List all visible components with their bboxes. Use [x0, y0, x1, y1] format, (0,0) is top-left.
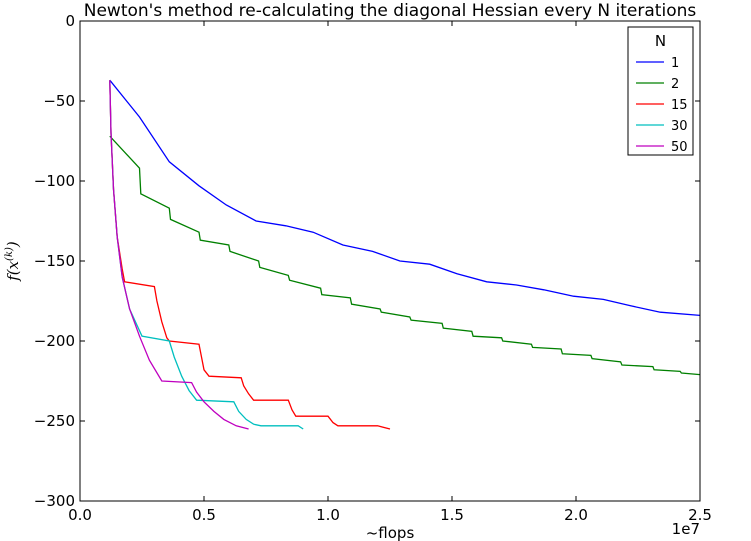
- x-tick-label: 2.5: [688, 506, 712, 524]
- legend-label-15: 15: [671, 98, 688, 113]
- legend-box: [627, 26, 694, 156]
- series-line-1: [109, 79, 701, 317]
- y-tick-label: 0: [65, 12, 75, 30]
- y-tick-label: −200: [34, 332, 75, 350]
- series-line-2: [109, 135, 701, 376]
- x-tick-label: 1.5: [440, 506, 464, 524]
- series-line-50: [109, 80, 249, 430]
- x-axis-offset-label: 1e7: [672, 520, 700, 538]
- ticks-layer: 0.0 0.5 1.0 1.5 2.0 2.5 0 −50 −100 −150 −200 −250 −3…: [34, 12, 712, 524]
- x-tick-label: 0.0: [68, 506, 92, 524]
- series-line-15: [109, 80, 391, 430]
- y-axis-label-superscript: (k): [4, 247, 15, 261]
- y-tick-label: −50: [43, 92, 75, 110]
- legend-label-50: 50: [671, 140, 688, 155]
- legend-label-2: 2: [671, 77, 679, 92]
- y-axis-label: f(x(k)): [4, 241, 22, 282]
- legend: N 1 2 15 30 50: [627, 26, 694, 156]
- series-line-30: [109, 80, 304, 430]
- legend-label-1: 1: [671, 56, 679, 71]
- y-tick-label: −100: [34, 172, 75, 190]
- y-axis-label-close: ): [4, 241, 22, 248]
- x-tick-label: 0.5: [192, 506, 216, 524]
- x-tick-label: 2.0: [564, 506, 588, 524]
- x-axis-label: ~flops: [366, 524, 415, 541]
- series-layer: [109, 79, 701, 430]
- legend-label-30: 30: [671, 119, 688, 134]
- legend-title: N: [655, 32, 666, 50]
- y-tick-label: −150: [34, 252, 75, 270]
- chart-title: Newton's method re-calculating the diago…: [84, 1, 697, 21]
- y-tick-label: −300: [34, 492, 75, 510]
- legend-items: 1 2 15 30 50: [636, 56, 688, 155]
- x-tick-label: 1.0: [316, 506, 340, 524]
- y-tick-label: −250: [34, 412, 75, 430]
- y-axis-label-main: f(x: [4, 260, 22, 281]
